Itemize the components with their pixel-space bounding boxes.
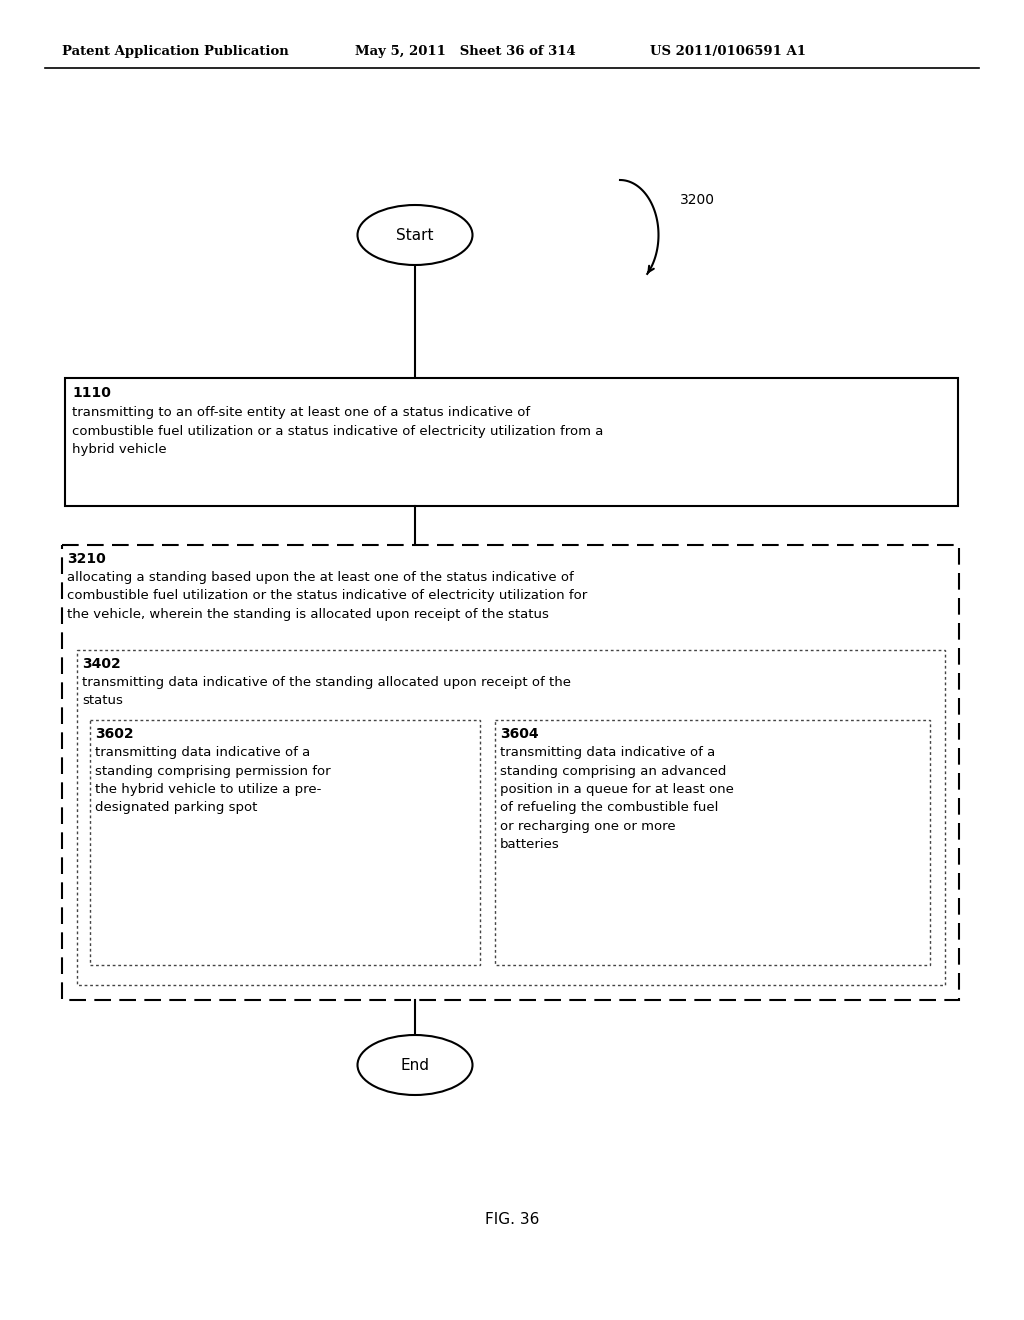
Text: transmitting data indicative of a
standing comprising permission for
the hybrid : transmitting data indicative of a standi… (95, 746, 331, 814)
Text: 1110: 1110 (72, 385, 111, 400)
Bar (62, 545, 959, 1001)
Text: 3402: 3402 (82, 657, 121, 671)
Bar (65, 378, 958, 506)
Text: 3602: 3602 (95, 727, 133, 741)
Text: Patent Application Publication: Patent Application Publication (62, 45, 289, 58)
Text: 3200: 3200 (680, 193, 715, 207)
Text: 3210: 3210 (67, 552, 105, 566)
Text: transmitting data indicative of a
standing comprising an advanced
position in a : transmitting data indicative of a standi… (500, 746, 734, 851)
Bar (90, 719, 480, 965)
Text: 3604: 3604 (500, 727, 539, 741)
Text: FIG. 36: FIG. 36 (484, 1213, 540, 1228)
Text: transmitting to an off-site entity at least one of a status indicative of
combus: transmitting to an off-site entity at le… (72, 407, 603, 455)
Text: Start: Start (396, 227, 434, 243)
Bar (495, 719, 930, 965)
Text: May 5, 2011   Sheet 36 of 314: May 5, 2011 Sheet 36 of 314 (355, 45, 575, 58)
Text: transmitting data indicative of the standing allocated upon receipt of the
statu: transmitting data indicative of the stan… (82, 676, 571, 708)
Text: End: End (400, 1057, 429, 1072)
Ellipse shape (357, 1035, 472, 1096)
Text: allocating a standing based upon the at least one of the status indicative of
co: allocating a standing based upon the at … (67, 572, 587, 620)
Ellipse shape (357, 205, 472, 265)
Bar (77, 649, 945, 985)
Text: US 2011/0106591 A1: US 2011/0106591 A1 (650, 45, 806, 58)
